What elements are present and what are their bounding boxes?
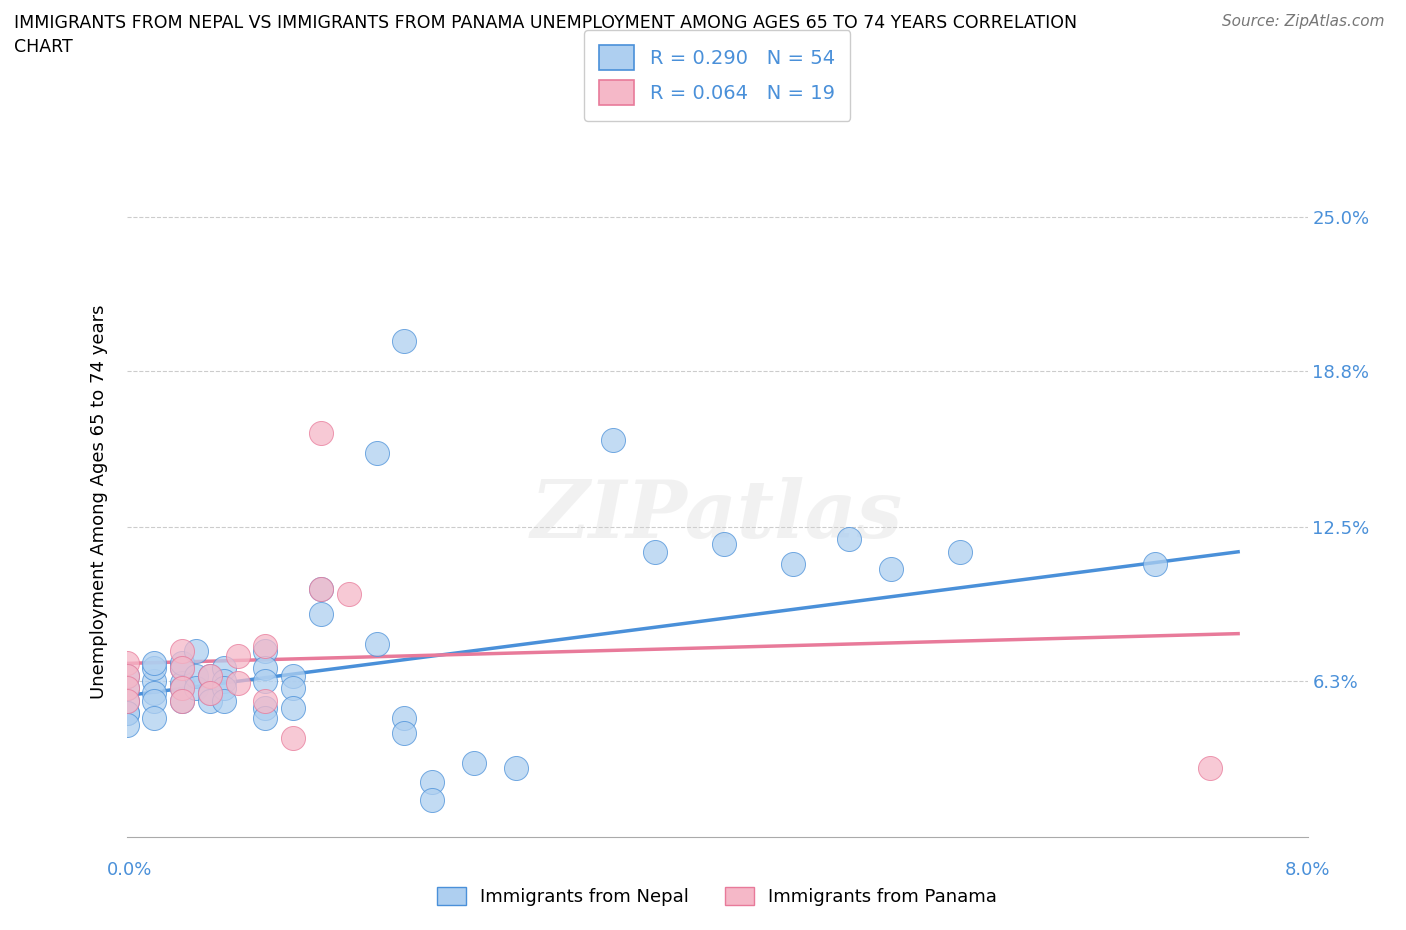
Point: [172, 676, 194, 691]
Point: [226, 648, 249, 663]
Point: [198, 669, 221, 684]
Point: [394, 334, 416, 349]
Point: [949, 544, 972, 559]
Point: [254, 644, 277, 658]
Point: [782, 557, 804, 572]
Point: [143, 685, 166, 700]
Point: [309, 425, 332, 440]
Point: [1143, 557, 1166, 572]
Point: [309, 581, 332, 596]
Point: [212, 693, 235, 708]
Point: [143, 656, 166, 671]
Point: [115, 718, 138, 733]
Point: [172, 681, 194, 696]
Point: [394, 711, 416, 725]
Legend: Immigrants from Nepal, Immigrants from Panama: Immigrants from Nepal, Immigrants from P…: [427, 878, 1007, 915]
Point: [463, 755, 485, 770]
Point: [198, 669, 221, 684]
Point: [172, 693, 194, 708]
Point: [226, 676, 249, 691]
Point: [602, 432, 624, 447]
Point: [115, 669, 138, 684]
Point: [115, 656, 138, 671]
Point: [420, 775, 443, 790]
Text: IMMIGRANTS FROM NEPAL VS IMMIGRANTS FROM PANAMA UNEMPLOYMENT AMONG AGES 65 TO 74: IMMIGRANTS FROM NEPAL VS IMMIGRANTS FROM…: [14, 14, 1077, 56]
Point: [115, 706, 138, 721]
Point: [198, 685, 221, 700]
Point: [115, 681, 138, 696]
Point: [283, 730, 305, 745]
Point: [254, 693, 277, 708]
Point: [366, 636, 388, 651]
Point: [212, 661, 235, 676]
Point: [1199, 760, 1222, 775]
Point: [283, 700, 305, 715]
Point: [420, 792, 443, 807]
Text: 0.0%: 0.0%: [107, 860, 152, 879]
Point: [309, 581, 332, 596]
Point: [184, 681, 207, 696]
Point: [115, 693, 138, 708]
Point: [172, 693, 194, 708]
Point: [254, 639, 277, 654]
Point: [283, 681, 305, 696]
Point: [172, 661, 194, 676]
Point: [184, 669, 207, 684]
Point: [212, 673, 235, 688]
Text: ZIPatlas: ZIPatlas: [531, 477, 903, 554]
Point: [366, 445, 388, 460]
Point: [143, 693, 166, 708]
Point: [172, 656, 194, 671]
Point: [115, 669, 138, 684]
Point: [254, 700, 277, 715]
Point: [115, 693, 138, 708]
Y-axis label: Unemployment Among Ages 65 to 74 years: Unemployment Among Ages 65 to 74 years: [90, 305, 108, 699]
Point: [283, 669, 305, 684]
Point: [644, 544, 666, 559]
Point: [394, 725, 416, 740]
Point: [838, 532, 860, 547]
Point: [713, 537, 735, 551]
Point: [143, 673, 166, 688]
Point: [115, 681, 138, 696]
Point: [198, 685, 221, 700]
Point: [172, 644, 194, 658]
Point: [143, 661, 166, 676]
Point: [115, 706, 138, 721]
Point: [212, 681, 235, 696]
Text: Source: ZipAtlas.com: Source: ZipAtlas.com: [1222, 14, 1385, 29]
Point: [880, 562, 903, 577]
Point: [172, 661, 194, 676]
Point: [309, 606, 332, 621]
Point: [143, 711, 166, 725]
Point: [505, 760, 527, 775]
Point: [254, 673, 277, 688]
Point: [337, 587, 360, 602]
Point: [254, 661, 277, 676]
Point: [184, 644, 207, 658]
Point: [172, 681, 194, 696]
Text: 8.0%: 8.0%: [1285, 860, 1330, 879]
Point: [254, 711, 277, 725]
Point: [198, 693, 221, 708]
